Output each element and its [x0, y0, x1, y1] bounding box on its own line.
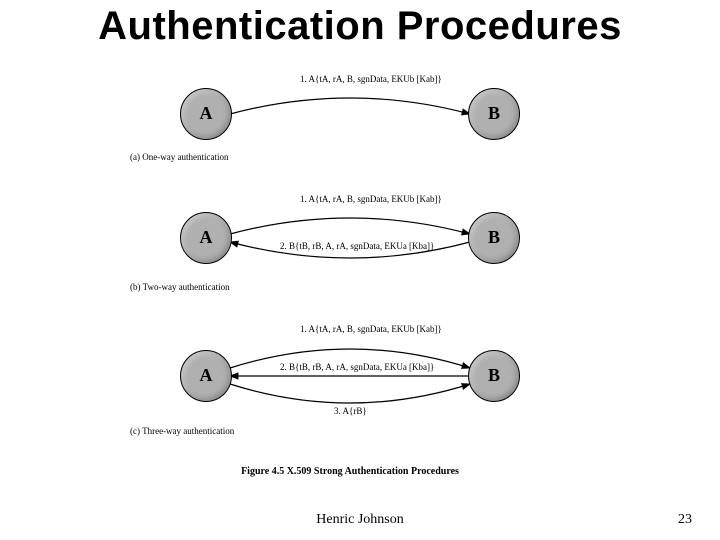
panel-b-node-a: A: [180, 212, 232, 264]
panel-a-node-a: A: [180, 88, 232, 140]
panel-c-node-a: A: [180, 350, 232, 402]
panel-a-node-b: B: [468, 88, 520, 140]
diagram-area: 1. A{tA, rA, B, sgnData, EKUb [Kab]} A B…: [130, 66, 570, 486]
figure-caption: Figure 4.5 X.509 Strong Authentication P…: [130, 466, 570, 477]
panel-c-msg3-label: 3. A{rB}: [334, 406, 367, 416]
panel-b-msg2-label: 2. B{tB, rB, A, rA, sgnData, EKUa [Kba]}: [280, 241, 434, 251]
panel-b-msg1-label: 1. A{tA, rA, B, sgnData, EKUb [Kab]}: [300, 194, 442, 204]
panel-c-msg1-label: 1. A{tA, rA, B, sgnData, EKUb [Kab]}: [300, 324, 442, 334]
panel-c-msg2-label: 2. B{tB, rB, A, rA, sgnData, EKUa [Kba]}: [280, 362, 434, 372]
panel-c-caption: (c) Three-way authentication: [130, 426, 234, 436]
footer-author: Henric Johnson: [0, 512, 720, 528]
panel-a-caption: (a) One-way authentication: [130, 152, 228, 162]
panel-b-caption: (b) Two-way authentication: [130, 282, 230, 292]
slide-title: Authentication Procedures: [0, 4, 720, 49]
panel-a: 1. A{tA, rA, B, sgnData, EKUb [Kab]} A B…: [130, 66, 570, 176]
footer-page-number: 23: [678, 512, 692, 528]
panel-a-msg1-label: 1. A{tA, rA, B, sgnData, EKUb [Kab]}: [300, 74, 442, 84]
panel-c-node-b: B: [468, 350, 520, 402]
panel-b: 1. A{tA, rA, B, sgnData, EKUb [Kab]} 2. …: [130, 186, 570, 306]
panel-c: 1. A{tA, rA, B, sgnData, EKUb [Kab]} 2. …: [130, 318, 570, 458]
panel-b-node-b: B: [468, 212, 520, 264]
